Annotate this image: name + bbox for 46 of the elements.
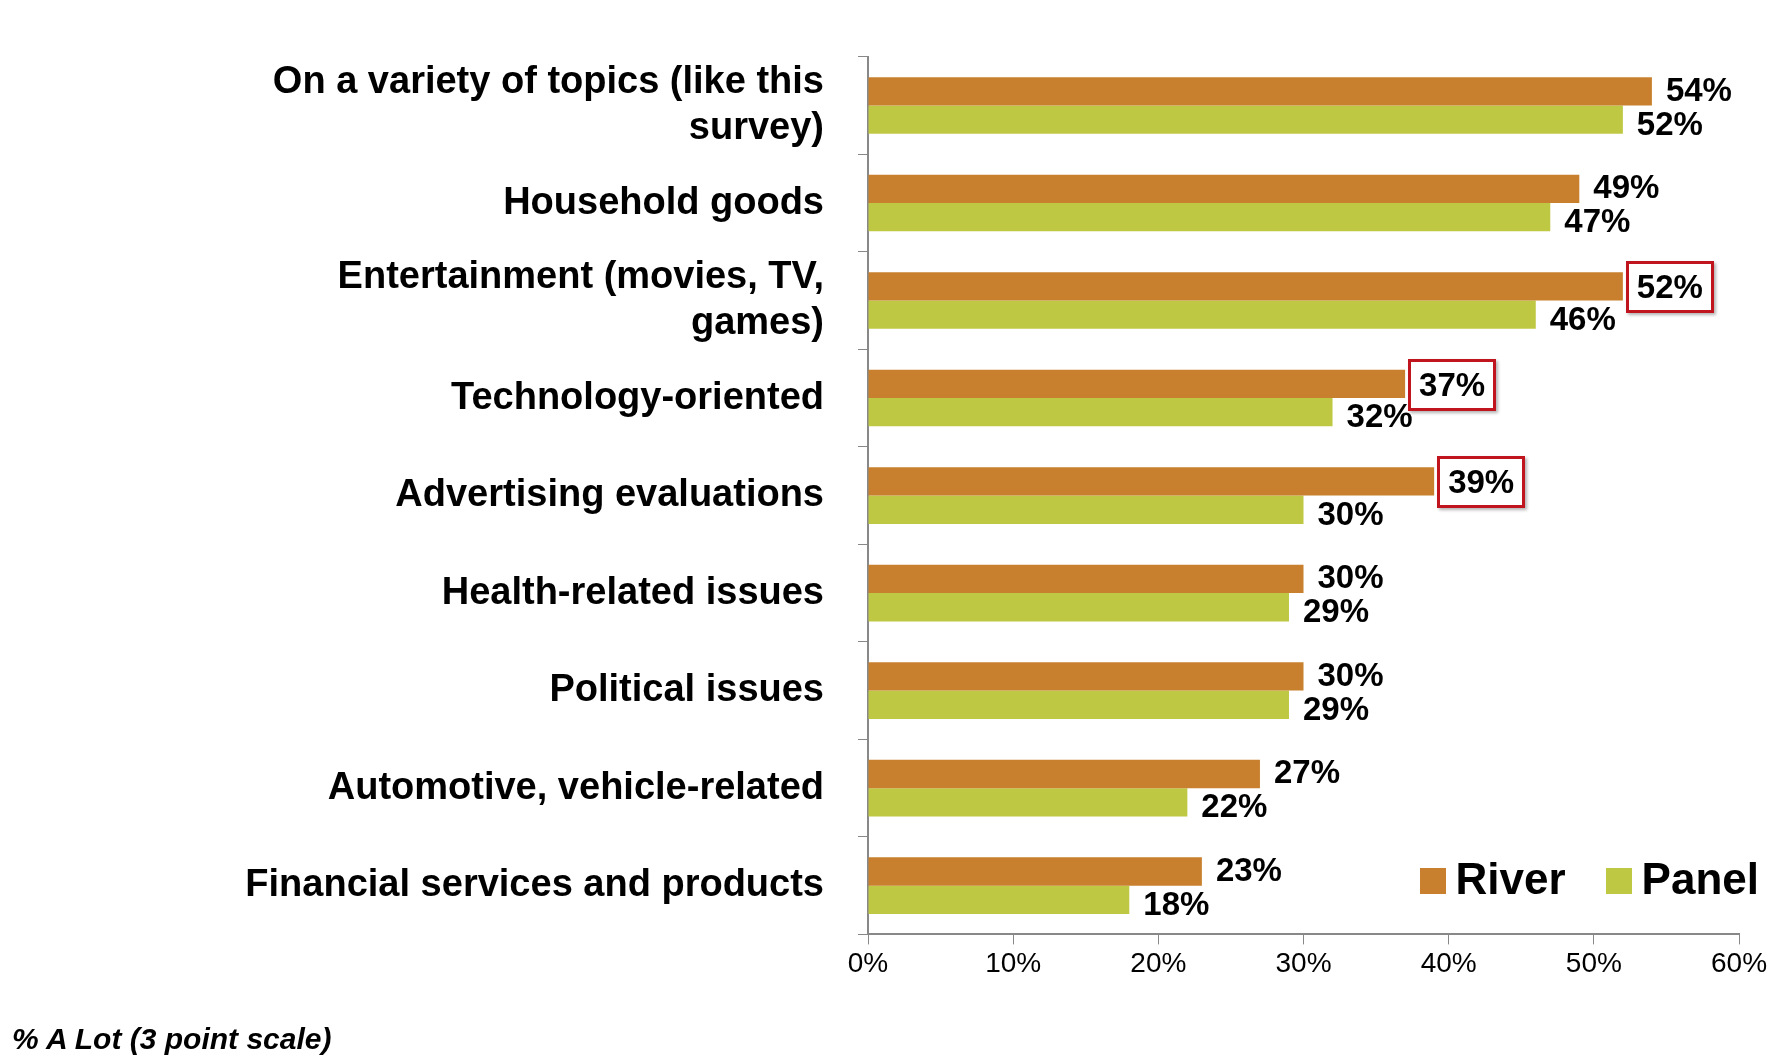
legend-label: River [1454, 854, 1566, 905]
y-tick-label: Political issues [549, 667, 824, 710]
data-label: 22% [1201, 787, 1268, 825]
data-label: 30% [1317, 494, 1384, 532]
bar [868, 369, 1406, 399]
x-tick-label: 30% [1275, 946, 1332, 978]
y-tick-label: Automotive, vehicle-related [327, 764, 824, 807]
x-tick-label: 20% [1130, 946, 1187, 978]
y-tick-label: On a variety of topics (like this survey) [272, 59, 824, 147]
bar [868, 788, 1188, 817]
bar [868, 398, 1333, 427]
bar [868, 662, 1304, 691]
bar [868, 300, 1536, 329]
bar [868, 593, 1289, 622]
y-tick-label: Household goods [503, 179, 824, 222]
outline-box: 52% [1625, 261, 1714, 314]
x-tick-label: 40% [1420, 946, 1477, 978]
y-tick-label: Entertainment (movies, TV, games) [337, 254, 824, 342]
data-label: 23% [1215, 850, 1282, 888]
text: % A Lot (3 point scale) [12, 1022, 332, 1056]
data-label: 46% [1549, 299, 1616, 337]
y-tick-label: Advertising evaluations [395, 472, 824, 515]
y-tick-label: Health-related issues [441, 569, 824, 612]
x-tick-label: 50% [1565, 946, 1622, 978]
bar [868, 564, 1304, 594]
bar [868, 105, 1623, 134]
x-tick-label: 10% [985, 946, 1042, 978]
data-label: 18% [1143, 884, 1210, 922]
bar [868, 885, 1130, 914]
bar [868, 77, 1652, 106]
bar [868, 203, 1551, 232]
outline-box: 39% [1437, 456, 1526, 509]
outline-box: 37% [1408, 358, 1497, 411]
bar [868, 272, 1623, 301]
x-tick-label: 0% [847, 946, 889, 978]
x-tick-label: 60% [1710, 946, 1768, 978]
data-label: 27% [1273, 753, 1341, 791]
bar [868, 495, 1304, 524]
y-tick-label: Technology-oriented [451, 374, 824, 417]
bar [868, 690, 1289, 719]
y-tick-label: Financial services and products [245, 862, 824, 905]
legend-label: Panel [1640, 854, 1759, 905]
bar [868, 857, 1202, 886]
bar [868, 467, 1435, 496]
bar [868, 174, 1580, 204]
bar [868, 759, 1260, 789]
